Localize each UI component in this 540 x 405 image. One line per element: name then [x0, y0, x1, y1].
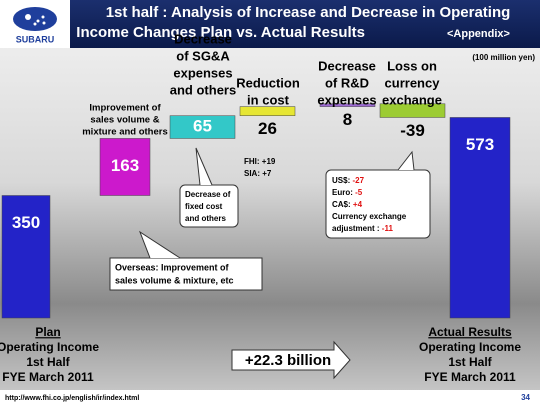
callout-text: sales volume & mixture, etc: [115, 275, 234, 285]
callout-text: adjustment : -11: [332, 224, 393, 233]
callout-pointer: [397, 150, 415, 171]
category-label: sales volume &: [90, 115, 159, 126]
change-label: +22.3 billion: [245, 352, 331, 369]
category-label: expenses: [173, 65, 232, 80]
callout-text: Currency exchange: [332, 212, 407, 221]
category-label: currency: [385, 75, 441, 90]
category-label: Decrease: [174, 31, 232, 46]
title-line: <Appendix>: [447, 28, 510, 40]
callout-label: Euro:: [332, 188, 355, 197]
callout-text: Overseas: Improvement of: [115, 262, 230, 272]
category-label: of R&D: [325, 75, 369, 90]
callout-value: -11: [382, 224, 394, 233]
bar: [239, 106, 296, 116]
data-label: 65: [193, 117, 212, 136]
callout-text: fixed cost: [185, 202, 223, 211]
page-number: 34: [521, 393, 530, 402]
callout-text: CA$: +4: [332, 200, 363, 209]
callout-box: [325, 169, 431, 239]
bar: [99, 138, 151, 196]
change-arrow: [231, 340, 351, 380]
category-label: exchange: [382, 92, 442, 107]
callout-text: and others: [185, 214, 226, 223]
footer: [0, 390, 540, 405]
category-label: Loss on: [387, 58, 437, 73]
bar: [449, 117, 511, 319]
bar: [169, 115, 236, 139]
category-label: expenses: [317, 92, 376, 107]
title-line: Income Changes Plan vs. Actual Results: [76, 24, 365, 41]
category-label: in cost: [247, 92, 290, 107]
header: [0, 0, 540, 48]
category-label: Decrease: [318, 58, 376, 73]
callout-value: +4: [353, 200, 363, 209]
category-label: Improvement of: [89, 103, 161, 114]
category-label: Plan: [35, 325, 60, 339]
footer-url: http://www.fhi.co.jp/english/ir/index.ht…: [5, 395, 139, 402]
category-label: Reduction: [236, 75, 300, 90]
callout-pointer: [138, 230, 181, 259]
data-label: 163: [111, 156, 139, 175]
data-label: 8: [343, 110, 352, 129]
category-label: and others: [170, 82, 236, 97]
logo-mark: [13, 7, 57, 31]
category-label: FYE March 2011: [2, 370, 94, 384]
category-label: Operating Income: [0, 340, 99, 354]
bar: [379, 103, 446, 118]
callout-pointer: [195, 147, 213, 186]
bar: [1, 195, 51, 319]
callout-label: CA$:: [332, 200, 353, 209]
callout-box: [109, 257, 263, 291]
bar: [319, 103, 376, 107]
category-label: mixture and others: [82, 127, 168, 138]
category-label: FYE March 2011: [424, 370, 516, 384]
data-label: 573: [466, 135, 494, 154]
title-line: 1st half : Analysis of Increase and Decr…: [106, 4, 511, 21]
unit-label: (100 million yen): [472, 53, 535, 62]
callout-text: FHI: +19: [244, 157, 276, 166]
callout-text: US$: -27: [332, 176, 365, 185]
callout-value: -5: [355, 188, 363, 197]
callout-text: Euro: -5: [332, 188, 363, 197]
logo-stars: [25, 14, 46, 26]
data-label: -39: [400, 121, 425, 140]
callout-label: Currency exchange: [332, 212, 407, 221]
category-label: 1st Half: [26, 355, 70, 369]
category-label: Actual Results: [428, 325, 512, 339]
category-label: Operating Income: [419, 340, 521, 354]
category-label: 1st Half: [448, 355, 492, 369]
callout-text: Decrease of: [185, 190, 231, 199]
callout-text: SIA: +7: [244, 169, 272, 178]
logo-text: SUBARU: [16, 34, 55, 44]
category-label: of SG&A: [176, 48, 230, 63]
callout-label: adjustment :: [332, 224, 382, 233]
data-label: 350: [12, 213, 40, 232]
callout-label: US$:: [332, 176, 352, 185]
callout-value: -27: [352, 176, 364, 185]
data-label: 26: [258, 119, 277, 138]
